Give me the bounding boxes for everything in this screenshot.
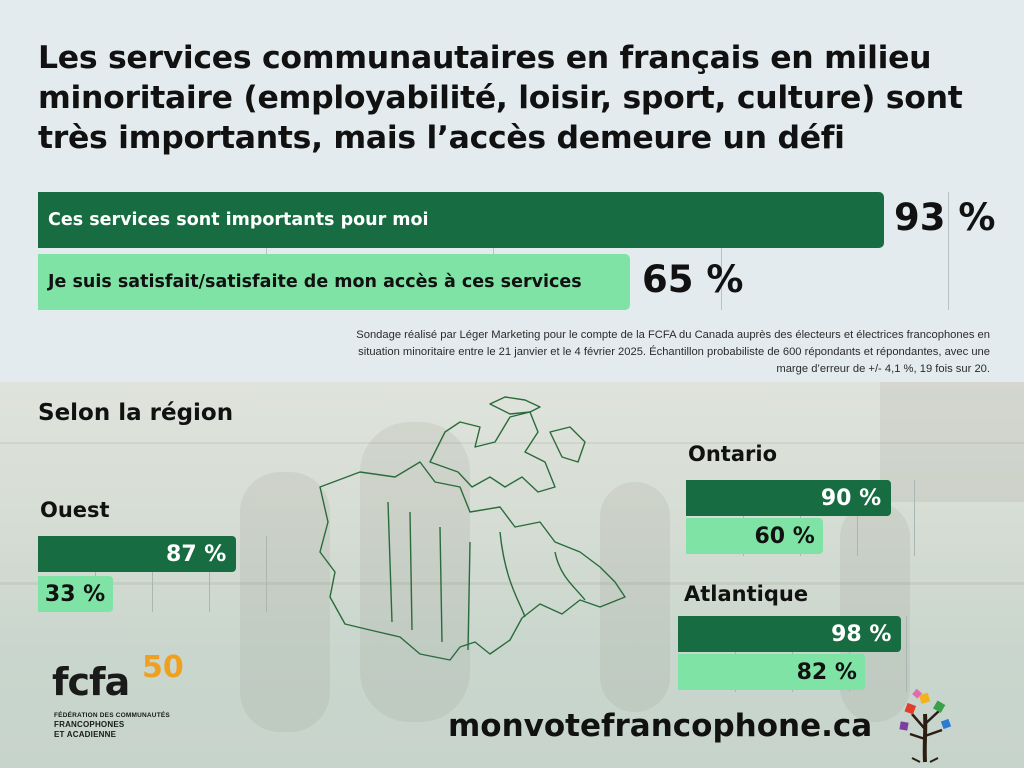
region-gridline (95, 536, 96, 612)
region-gridline (266, 536, 267, 612)
atlantique-bar-satisfied: 82 % (678, 654, 865, 690)
fcfa-logo-word: fcfa (52, 660, 130, 704)
main-gridline (720, 192, 722, 310)
ontario-bar-important: 90 % (686, 480, 892, 516)
top-panel (0, 0, 1024, 382)
fcfa-logo: fcfa 50 FÉDÉRATION DES COMMUNAUTÉS FRANC… (52, 650, 202, 750)
region-section-title: Selon la région (38, 400, 234, 426)
fcfa-logo-line1: FÉDÉRATION DES COMMUNAUTÉS (54, 712, 170, 719)
atlantique-bar-important: 98 % (678, 616, 902, 652)
bar-important-label: Ces services sont importants pour moi (48, 210, 429, 230)
ouest-bar-important: 87 % (38, 536, 237, 572)
fcfa-logo-line2: FRANCOPHONES (54, 720, 125, 729)
tree-logo-icon (899, 688, 952, 763)
region-gridline (209, 536, 210, 612)
region-gridline (152, 536, 153, 612)
fcfa-logo-50: 50 (142, 650, 184, 685)
region-ontario-label: Ontario (688, 442, 777, 466)
survey-note: Sondage réalisé par Léger Marketing pour… (356, 329, 990, 375)
canada-map-icon (319, 396, 626, 661)
main-gridline (493, 192, 494, 310)
bar-important-value: 93 % (894, 196, 996, 239)
background-photo (0, 382, 1024, 768)
ouest-bar-satisfied: 33 % (38, 576, 114, 612)
region-atlantique-label: Atlantique (684, 582, 809, 606)
main-gridline (265, 192, 267, 310)
region-gridline (857, 480, 858, 556)
main-gridline (948, 192, 949, 310)
fcfa-logo-line3: ET ACADIENNE (54, 730, 117, 739)
website-url: monvotefrancophone.ca (448, 708, 873, 744)
region-gridline (906, 616, 907, 692)
region-gridline (914, 480, 915, 556)
bar-satisfied-label: Je suis satisfait/satisfaite de mon accè… (48, 272, 582, 292)
page-title: Les services communautaires en français … (38, 40, 963, 156)
region-ouest-label: Ouest (40, 498, 110, 522)
bar-important: Ces services sont importants pour moi (38, 192, 885, 248)
ontario-bar-satisfied: 60 % (686, 518, 823, 554)
bar-satisfied: Je suis satisfait/satisfaite de mon accè… (38, 254, 630, 310)
bar-satisfied-value: 65 % (642, 258, 744, 301)
